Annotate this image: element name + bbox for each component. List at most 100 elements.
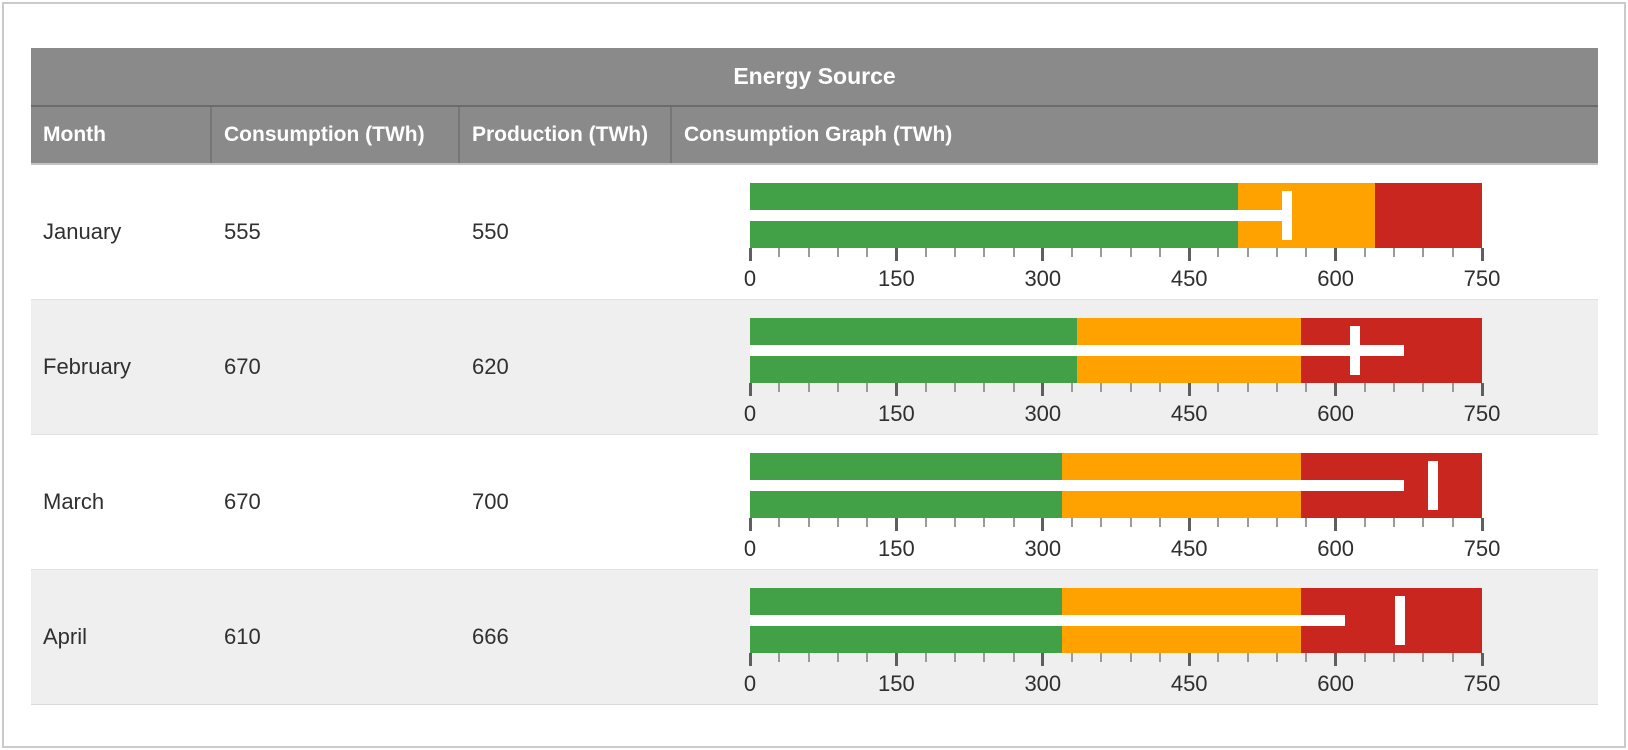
axis-minor-tick bbox=[1246, 248, 1249, 257]
axis-minor-tick bbox=[924, 653, 927, 662]
month-cell: March bbox=[43, 489, 105, 514]
axis-label: 150 bbox=[878, 536, 915, 561]
column-header-production-label: Production (TWh) bbox=[472, 123, 649, 146]
column-header-graph: Consumption Graph (TWh) bbox=[672, 107, 1598, 163]
axis-minor-tick bbox=[983, 248, 986, 257]
axis-minor-tick bbox=[1422, 383, 1425, 392]
graph-cell: 0 150 300 450 600 750 bbox=[672, 570, 1598, 704]
axis-label: 600 bbox=[1317, 266, 1354, 291]
axis-label: 750 bbox=[1463, 401, 1501, 426]
axis-minor-tick bbox=[1129, 518, 1132, 527]
axis-label: 450 bbox=[1170, 266, 1208, 291]
production-cell: 666 bbox=[472, 624, 509, 649]
axis-minor-tick bbox=[1071, 518, 1074, 527]
table-row: April 610 666 0 150 300 450 600 750 bbox=[31, 569, 1598, 704]
table-title: Energy Source bbox=[733, 63, 896, 89]
axis-minor-tick bbox=[1217, 248, 1220, 257]
axis-minor-tick bbox=[1393, 518, 1396, 527]
graph-cell: 0 150 300 450 600 750 bbox=[672, 300, 1598, 434]
axis-label: 450 bbox=[1170, 401, 1208, 426]
axis-label: 300 bbox=[1024, 536, 1062, 561]
axis-minor-tick bbox=[1393, 383, 1396, 392]
axis-minor-tick bbox=[778, 653, 781, 662]
axis-major-tick bbox=[1041, 248, 1045, 261]
axis-label: 750 bbox=[1463, 266, 1501, 291]
column-header-month: Month bbox=[31, 107, 212, 163]
axis-minor-tick bbox=[1129, 653, 1132, 662]
axis-major-tick bbox=[1187, 518, 1191, 531]
axis-label: 150 bbox=[878, 401, 915, 426]
axis-label: 0 bbox=[743, 671, 757, 696]
consumption-cell: 610 bbox=[224, 624, 261, 649]
axis-label: 750 bbox=[1463, 536, 1501, 561]
axis-minor-tick bbox=[1276, 518, 1279, 527]
axis-label: 300 bbox=[1024, 266, 1062, 291]
axis-minor-tick bbox=[1305, 248, 1308, 257]
column-header-consumption: Consumption (TWh) bbox=[212, 107, 460, 163]
axis-minor-tick bbox=[807, 518, 810, 527]
axis-minor-tick bbox=[983, 653, 986, 662]
axis-minor-tick bbox=[1012, 653, 1015, 662]
axis-minor-tick bbox=[1217, 518, 1220, 527]
axis-major-tick bbox=[894, 383, 898, 396]
axis-minor-tick bbox=[924, 518, 927, 527]
axis-label: 150 bbox=[878, 266, 915, 291]
axis-major-tick bbox=[1334, 518, 1338, 531]
axis-minor-tick bbox=[1363, 383, 1366, 392]
axis-label: 0 bbox=[743, 401, 757, 426]
table-title-bar: Energy Source bbox=[31, 48, 1598, 107]
axis-label: 0 bbox=[743, 266, 757, 291]
axis-minor-tick bbox=[866, 248, 869, 257]
table-header-row: Month Consumption (TWh) Production (TWh)… bbox=[31, 107, 1598, 165]
axis-label: 750 bbox=[1463, 671, 1501, 696]
axis-label: 600 bbox=[1317, 401, 1354, 426]
axis-major-tick bbox=[894, 518, 898, 531]
target-marker bbox=[1395, 596, 1406, 645]
axis-minor-tick bbox=[1158, 653, 1161, 662]
consumption-cell: 555 bbox=[224, 219, 261, 244]
axis-major-tick bbox=[1187, 248, 1191, 261]
axis-label: 300 bbox=[1024, 401, 1062, 426]
axis-minor-tick bbox=[1451, 653, 1454, 662]
column-header-production: Production (TWh) bbox=[460, 107, 672, 163]
axis-major-tick bbox=[1187, 383, 1191, 396]
table-row: February 670 620 0 150 300 450 600 750 bbox=[31, 299, 1598, 434]
axis-minor-tick bbox=[866, 518, 869, 527]
axis-label: 150 bbox=[878, 671, 915, 696]
axis-label: 600 bbox=[1317, 671, 1354, 696]
axis-major-tick bbox=[1334, 383, 1338, 396]
measure-bar bbox=[750, 480, 1404, 491]
axis-minor-tick bbox=[1100, 518, 1103, 527]
table-row: March 670 700 0 150 300 450 600 750 bbox=[31, 434, 1598, 569]
axis-minor-tick bbox=[1305, 653, 1308, 662]
target-marker bbox=[1428, 461, 1439, 510]
axis-minor-tick bbox=[807, 248, 810, 257]
bullet-chart: 0 150 300 450 600 750 bbox=[744, 183, 1500, 291]
month-cell: January bbox=[43, 219, 122, 244]
axis-minor-tick bbox=[836, 518, 839, 527]
bullet-chart: 0 150 300 450 600 750 bbox=[744, 453, 1500, 561]
column-header-graph-label: Consumption Graph (TWh) bbox=[684, 123, 953, 146]
axis-minor-tick bbox=[1071, 248, 1074, 257]
axis-major-tick bbox=[1334, 248, 1338, 261]
axis-minor-tick bbox=[1071, 653, 1074, 662]
table-row: January 555 550 0 150 300 450 600 750 bbox=[31, 165, 1598, 299]
axis-major-tick bbox=[1334, 653, 1338, 666]
axis-minor-tick bbox=[836, 383, 839, 392]
axis-minor-tick bbox=[1451, 248, 1454, 257]
axis-minor-tick bbox=[983, 383, 986, 392]
axis-minor-tick bbox=[1012, 248, 1015, 257]
axis-major-tick bbox=[1041, 383, 1045, 396]
measure-bar bbox=[750, 345, 1404, 356]
axis-minor-tick bbox=[924, 383, 927, 392]
graph-cell: 0 150 300 450 600 750 bbox=[672, 435, 1598, 569]
month-cell: February bbox=[43, 354, 132, 379]
production-cell: 700 bbox=[472, 489, 509, 514]
axis-major-tick bbox=[748, 248, 752, 261]
axis-minor-tick bbox=[1129, 248, 1132, 257]
axis-minor-tick bbox=[1012, 518, 1015, 527]
axis-minor-tick bbox=[1422, 518, 1425, 527]
production-cell: 550 bbox=[472, 219, 509, 244]
axis-label: 450 bbox=[1170, 536, 1208, 561]
